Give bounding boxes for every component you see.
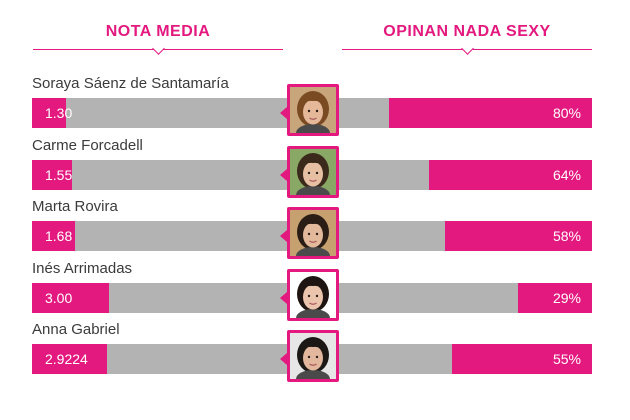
portrait-eye-right (315, 171, 319, 174)
portrait-fringe (302, 283, 324, 290)
portrait-eye-left (307, 171, 311, 174)
nada-sexy-bar (429, 159, 592, 190)
nota-media-track: 2.9224 (32, 344, 290, 374)
nada-sexy-bar (518, 282, 592, 313)
nota-media-track: 3.00 (32, 282, 290, 313)
portrait-illustration (290, 148, 336, 195)
portrait-shoulders (296, 370, 330, 379)
person-photo (287, 145, 339, 198)
person-photo (287, 84, 339, 136)
nota-media-value: 1.68 (45, 228, 73, 244)
header-notch (461, 42, 474, 55)
portrait-fringe (302, 222, 324, 228)
person-name: Anna Gabriel (32, 321, 120, 338)
portrait-face (303, 284, 323, 309)
nada-sexy-bar (389, 98, 592, 128)
portrait-shoulders (296, 308, 330, 318)
nada-sexy-value: 55% (552, 351, 581, 367)
person-name: Carme Forcadell (32, 136, 143, 154)
nota-media-bar (32, 98, 66, 128)
portrait-eye-left (307, 294, 311, 297)
portrait-eye-right (315, 232, 319, 236)
portrait-illustration (290, 271, 336, 318)
portrait-mouth (309, 178, 317, 182)
portrait-eye-right (315, 355, 319, 359)
nota-media-value: 2.9224 (45, 351, 88, 367)
portrait-face (303, 99, 323, 125)
nada-sexy-track: 80% (338, 98, 592, 128)
nota-media-bar (32, 282, 109, 313)
portrait-eye-left (307, 232, 311, 236)
portrait-mouth (309, 117, 317, 120)
nota-media-bar (32, 344, 107, 374)
header-nota-media-label: NOTA MEDIA (105, 23, 211, 40)
portrait-illustration (290, 333, 336, 379)
portrait-shoulders (296, 185, 330, 195)
portrait-face (303, 161, 323, 186)
nota-media-bar (32, 159, 72, 190)
person-name: Inés Arrimadas (32, 259, 133, 277)
person-photo (287, 207, 339, 259)
header-opinan-nada-sexy: OPINAN NADA SEXY (342, 22, 592, 58)
portrait-fringe (302, 160, 324, 167)
portrait-illustration (290, 210, 336, 256)
nada-sexy-bar (452, 344, 592, 374)
portrait-eye-right (315, 294, 319, 297)
person-photo (287, 268, 339, 321)
person-name: Soraya Sáenz de Santamaría (32, 75, 229, 92)
photo-pointer (280, 107, 287, 119)
portrait-eye-right (315, 109, 319, 113)
portrait-mouth (309, 363, 317, 366)
header-notch (152, 42, 165, 55)
nota-media-track: 1.68 (32, 221, 290, 251)
portrait-face (303, 345, 323, 371)
nota-media-value: 1.30 (45, 105, 73, 121)
nada-sexy-track: 29% (338, 282, 592, 313)
nada-sexy-track: 58% (338, 221, 592, 251)
nada-sexy-bar (445, 221, 592, 251)
nada-sexy-value: 80% (552, 105, 581, 121)
nada-sexy-track: 55% (338, 344, 592, 374)
nota-media-track: 1.55 (32, 159, 290, 190)
photo-pointer (280, 353, 287, 365)
portrait-illustration (290, 87, 336, 133)
portrait-fringe (302, 99, 324, 105)
nada-sexy-value: 64% (552, 166, 581, 183)
person-photo (287, 330, 339, 382)
photo-pointer (280, 230, 287, 242)
portrait-fringe (302, 345, 324, 351)
person-name: Marta Rovira (32, 198, 118, 215)
portrait-shoulders (296, 247, 330, 256)
nota-media-track: 1.30 (32, 98, 290, 128)
portrait-shoulders (296, 124, 330, 133)
photo-pointer (280, 291, 287, 304)
header-opinan-nada-sexy-label: OPINAN NADA SEXY (383, 23, 551, 40)
nada-sexy-value: 58% (552, 228, 581, 244)
nada-sexy-value: 29% (552, 289, 581, 306)
nada-sexy-track: 64% (338, 159, 592, 190)
photo-pointer (280, 168, 287, 181)
nota-media-bar (32, 221, 75, 251)
portrait-eye-left (307, 355, 311, 359)
nota-media-value: 1.55 (45, 166, 73, 183)
portrait-mouth (309, 301, 317, 305)
portrait-mouth (309, 240, 317, 243)
nota-media-value: 3.00 (45, 289, 73, 306)
portrait-face (303, 222, 323, 248)
header-nota-media: NOTA MEDIA (33, 22, 283, 58)
portrait-eye-left (307, 109, 311, 113)
